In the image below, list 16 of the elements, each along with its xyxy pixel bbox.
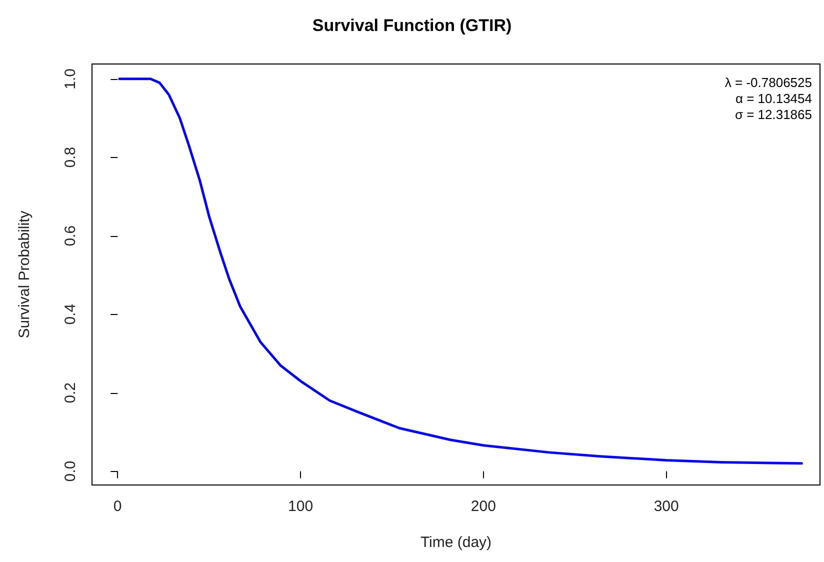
y-tick-label: 0.2 (62, 382, 79, 404)
chart-title: Survival Function (GTIR) (312, 16, 512, 35)
y-tick-label: 0.8 (62, 146, 79, 168)
annotation: α = 10.13454 (735, 91, 812, 106)
annotation: σ = 12.31865 (734, 107, 812, 122)
x-tick-label: 200 (470, 498, 496, 515)
y-tick-label: 1.0 (62, 68, 79, 90)
x-tick-label: 300 (654, 498, 679, 515)
x-tick-label: 100 (288, 498, 314, 515)
y-tick-label: 0.0 (62, 460, 79, 482)
y-axis-title: Survival Probability (16, 210, 33, 338)
x-axis-title: Time (day) (420, 534, 492, 551)
annotation: λ = -0.7806525 (724, 75, 812, 90)
x-tick-label: 0 (113, 498, 122, 515)
y-tick-label: 0.4 (62, 304, 79, 325)
y-tick-label: 0.6 (62, 225, 79, 246)
